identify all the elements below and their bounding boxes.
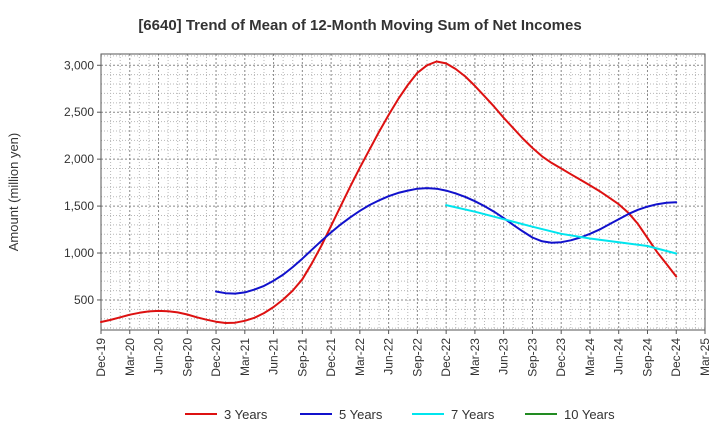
- x-tick-label: Jun-22: [382, 338, 396, 375]
- series-lines: [100, 60, 678, 324]
- x-tick-label: Dec-21: [324, 338, 338, 377]
- x-tick-label: Mar-23: [468, 338, 482, 376]
- x-tick-label: Sep-21: [295, 338, 309, 377]
- x-tick-label: Sep-20: [180, 338, 194, 377]
- legend: 3 Years 5 Years 7 Years 10 Years: [185, 407, 615, 422]
- legend-label: 5 Years: [339, 407, 383, 422]
- y-tick-label: 3,000: [64, 58, 94, 72]
- x-tick-label: Sep-24: [640, 338, 654, 377]
- series-line-3-years: [100, 60, 678, 324]
- x-tick-label: Dec-24: [669, 338, 683, 377]
- x-tick-label: Mar-21: [238, 338, 252, 376]
- x-tick-label: Sep-23: [525, 338, 539, 377]
- x-tick-label: Jun-20: [152, 338, 166, 375]
- legend-label: 3 Years: [224, 407, 268, 422]
- y-tick-label: 1,000: [64, 246, 94, 260]
- legend-label: 10 Years: [564, 407, 615, 422]
- x-tick-label: Dec-19: [94, 338, 108, 377]
- x-tick-label: Jun-23: [497, 338, 511, 375]
- x-tick-label: Mar-20: [123, 338, 137, 376]
- x-tick-label: Jun-21: [267, 338, 281, 375]
- x-tick-label: Jun-24: [612, 338, 626, 375]
- grid-lines: [100, 54, 706, 330]
- series-line-5-years: [215, 187, 678, 295]
- y-axis-ticks: 500 1,000 1,500 2,000 2,500 3,000: [64, 58, 101, 307]
- x-tick-label: Dec-20: [209, 338, 223, 377]
- x-tick-label: Sep-22: [410, 338, 424, 377]
- legend-label: 7 Years: [451, 407, 495, 422]
- y-tick-label: 2,000: [64, 152, 94, 166]
- x-tick-label: Dec-22: [439, 338, 453, 377]
- y-tick-label: 2,500: [64, 105, 94, 119]
- y-tick-label: 1,500: [64, 199, 94, 213]
- x-axis-ticks: Dec-19 Mar-20 Jun-20 Sep-20 Dec-20 Mar-21 Jun-…: [94, 330, 712, 377]
- x-tick-label: Mar-25: [698, 338, 712, 376]
- y-axis-label: Amount (million yen): [6, 133, 21, 252]
- chart-title: [6640] Trend of Mean of 12-Month Moving …: [138, 17, 581, 34]
- x-tick-label: Mar-24: [583, 338, 597, 376]
- series-line-7-years: [445, 204, 678, 255]
- y-tick-label: 500: [74, 293, 94, 307]
- plot-area-frame: [100, 53, 706, 331]
- x-tick-label: Mar-22: [353, 338, 367, 376]
- x-tick-label: Dec-23: [554, 338, 568, 377]
